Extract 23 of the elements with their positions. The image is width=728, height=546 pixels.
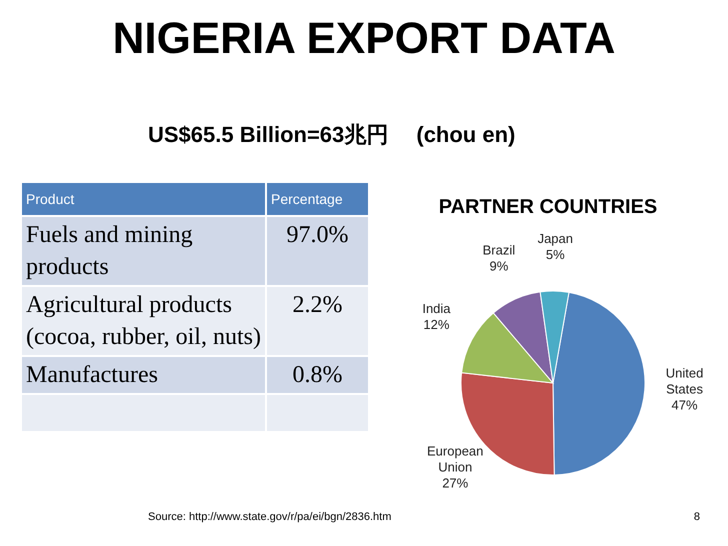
slice-label: European Union [427,444,484,475]
text: NIGERIA EXPORT DATA [112,14,616,64]
text: 0.8% [292,362,342,388]
text: 2.2% [292,292,342,318]
chart-title: PARTNER COUNTRIES [438,196,658,219]
category-label: Agricultural products (cocoa, rubber, oil, nuts) [22,286,266,356]
data-label: 12% [423,317,450,332]
source-note: Source: http://www.state.gov/r/pa/ei/bgn/2836.htm [148,511,392,523]
slice-label: Brazil [482,242,516,258]
text: 97.0% [286,222,348,248]
text: US$65.5 Billion=63兆円 (chou en) [148,121,516,149]
text: Percentage [266,183,369,216]
text: Product [22,183,266,216]
data-label: 9% [489,258,509,274]
slice-label: Japan [538,231,574,246]
slice-label: India [422,301,452,316]
category-label: Fuels and mining products [22,216,266,286]
data-label: 47% [672,398,698,413]
data-label: 27% [442,476,469,491]
data-label: 5% [546,247,566,262]
slice-label: United States [666,366,704,397]
text: 8 [694,511,700,523]
category-label: Manufactures [22,356,266,394]
